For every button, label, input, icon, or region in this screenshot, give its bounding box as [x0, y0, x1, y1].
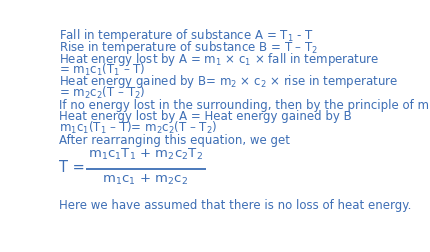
Text: After rearranging this equation, we get: After rearranging this equation, we get — [59, 133, 290, 146]
Text: = m$_1$c$_1$(T$_1$ – T): = m$_1$c$_1$(T$_1$ – T) — [59, 61, 145, 77]
Text: m$_1$c$_1$ + m$_2$c$_2$: m$_1$c$_1$ + m$_2$c$_2$ — [102, 172, 188, 186]
Text: = m$_2$c$_2$(T – T$_2$): = m$_2$c$_2$(T – T$_2$) — [59, 84, 145, 100]
Text: Fall in temperature of substance A = T$_1$ - T: Fall in temperature of substance A = T$_… — [59, 27, 313, 44]
Text: T =: T = — [59, 160, 85, 174]
Text: Here we have assumed that there is no loss of heat energy.: Here we have assumed that there is no lo… — [59, 198, 411, 211]
Text: Rise in temperature of substance B = T – T$_2$: Rise in temperature of substance B = T –… — [59, 39, 318, 56]
Text: If no energy lost in the surrounding, then by the principle of mixtures,: If no energy lost in the surrounding, th… — [59, 98, 430, 111]
Text: Heat energy lost by A = Heat energy gained by B: Heat energy lost by A = Heat energy gain… — [59, 110, 351, 123]
Text: m$_1$c$_1$(T$_1$ – T)= m$_2$c$_2$(T – T$_2$): m$_1$c$_1$(T$_1$ – T)= m$_2$c$_2$(T – T$… — [59, 120, 217, 136]
Text: Heat energy lost by A = m$_1$ × c$_1$ × fall in temperature: Heat energy lost by A = m$_1$ × c$_1$ × … — [59, 50, 379, 67]
Text: m$_1$c$_1$T$_1$ + m$_2$c$_2$T$_2$: m$_1$c$_1$T$_1$ + m$_2$c$_2$T$_2$ — [88, 146, 203, 162]
Text: Heat energy gained by B= m$_2$ × c$_2$ × rise in temperature: Heat energy gained by B= m$_2$ × c$_2$ ×… — [59, 73, 398, 90]
